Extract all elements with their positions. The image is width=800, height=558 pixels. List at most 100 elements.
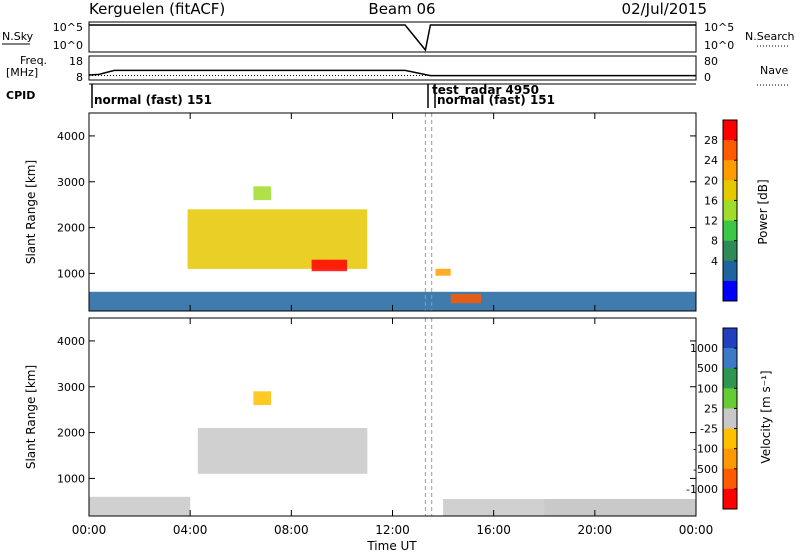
nave-tick-bottom: 0 xyxy=(704,71,711,84)
x-tick-label: 04:00 xyxy=(173,523,208,537)
velocity-echoes xyxy=(89,318,697,517)
velocity-cbar-tick-label: -1000 xyxy=(686,483,718,496)
cpid-segment-3: normal (fast) 151 xyxy=(437,93,555,107)
power-cbar-tick-label: 8 xyxy=(711,235,718,248)
velocity-ytick-label: 1000 xyxy=(57,472,85,485)
cpid-segment-2: test_radar 4950 xyxy=(432,83,539,98)
nsky-series xyxy=(89,24,696,52)
velocity-cbar-cell xyxy=(723,388,737,409)
power-echo-region xyxy=(311,259,347,272)
nsearch-label: N.Search xyxy=(745,30,795,43)
velocity-echo-region xyxy=(197,428,368,474)
nsearch-tick-top: 10^5 xyxy=(704,21,734,34)
nave-tick-top: 80 xyxy=(704,55,718,68)
velocity-ytick-label: 3000 xyxy=(57,381,85,394)
freq-label-2: [MHz] xyxy=(6,66,38,79)
power-cbar-cell xyxy=(723,260,737,282)
power-cbar-tick-label: 28 xyxy=(704,134,718,147)
power-cbar-tick-label: 4 xyxy=(711,255,718,268)
velocity-panel-frame xyxy=(88,317,697,517)
velocity-cbar-cell xyxy=(723,468,737,490)
velocity-cbar-cell xyxy=(723,448,737,470)
velocity-cbar-tick-label: -100 xyxy=(693,443,718,456)
nave-label: Nave xyxy=(760,64,788,77)
velocity-cbar-cell xyxy=(723,408,737,429)
x-tick-label: 00:00 xyxy=(679,523,714,537)
power-cbar-frame xyxy=(722,119,738,302)
velocity-cbar-cell xyxy=(723,428,737,450)
power-cbar-cell xyxy=(723,280,737,302)
power-echo-region xyxy=(253,186,272,201)
x-tick-label: 20:00 xyxy=(578,523,613,537)
power-cbar-cell xyxy=(723,120,737,141)
velocity-ytick-label: 4000 xyxy=(57,335,85,348)
velocity-y-ticks: 1000 2000 3000 4000 xyxy=(57,335,696,485)
power-colorbar: 28 24 20 16 12 8 4 xyxy=(704,119,738,302)
power-ytick-label: 3000 xyxy=(57,176,85,189)
velocity-cbar-cell xyxy=(723,488,737,510)
velocity-cbar-tick-label: 25 xyxy=(704,402,718,415)
velocity-cbar-frame xyxy=(722,327,738,510)
power-y-ticks: 1000 2000 3000 4000 xyxy=(57,130,696,280)
power-cbar-cell xyxy=(723,160,737,181)
velocity-echo-region xyxy=(89,496,191,517)
power-ytick-label: 1000 xyxy=(57,267,85,280)
x-tick-label: 00:00 xyxy=(72,523,107,537)
freq-tick-bottom: 8 xyxy=(76,71,83,84)
x-axis-ticks: 00:00 04:00 08:00 12:00 16:00 20:00 00:00 xyxy=(72,113,714,537)
x-tick-label: 16:00 xyxy=(476,523,511,537)
velocity-colorbar: 1000 500 100 25 -25 -100 -500 -1000 xyxy=(686,327,738,510)
freq-panel-frame xyxy=(88,55,697,81)
nsky-line xyxy=(89,24,696,52)
freq-line xyxy=(88,69,696,77)
power-echo-region xyxy=(187,209,368,269)
nsearch-tick-bottom: 10^0 xyxy=(704,39,734,52)
power-cbar-tick-label: 12 xyxy=(704,215,718,228)
velocity-cbar-tick-label: 100 xyxy=(697,382,718,395)
power-ytick-label: 4000 xyxy=(57,130,85,143)
beam-title: Beam 06 xyxy=(368,0,435,18)
power-cbar-tick-label: 24 xyxy=(704,154,718,167)
cpid-segment-1: normal (fast) 151 xyxy=(94,93,212,107)
velocity-cbar-label: Velocity [m s⁻¹] xyxy=(759,370,773,463)
power-cbar-cell xyxy=(723,140,737,161)
power-cbar-cell xyxy=(723,200,737,221)
velocity-cbar-tick-label: -500 xyxy=(693,463,718,476)
nsky-label: N.Sky xyxy=(2,30,34,43)
velocity-cbar-cell xyxy=(723,328,737,349)
freq-series xyxy=(88,69,696,77)
x-axis-label: Time UT xyxy=(366,539,417,553)
station-title: Kerguelen (fitACF) xyxy=(89,0,225,18)
freq-tick-top: 18 xyxy=(69,55,83,68)
power-cbar-cell xyxy=(723,220,737,242)
power-panel-frame xyxy=(88,112,697,312)
power-ylabel: Slant Range [km] xyxy=(24,160,38,264)
power-echo-region xyxy=(450,294,482,304)
nsky-tick-bottom: 10^0 xyxy=(53,39,83,52)
velocity-ylabel: Slant Range [km] xyxy=(24,365,38,469)
velocity-cbar-cell xyxy=(723,348,737,369)
date-title: 02/Jul/2015 xyxy=(622,0,707,18)
velocity-ytick-label: 2000 xyxy=(57,427,85,440)
power-echo-region xyxy=(89,291,696,312)
power-cbar-tick-label: 16 xyxy=(704,194,718,207)
power-cbar-label: Power [dB] xyxy=(756,179,770,244)
power-cbar-cell xyxy=(723,180,737,201)
power-echoes xyxy=(89,113,696,312)
nsky-panel-frame xyxy=(88,21,697,53)
power-echo-region xyxy=(435,268,451,276)
nsky-tick-top: 10^5 xyxy=(53,21,83,34)
velocity-cbar-cell xyxy=(723,368,737,389)
velocity-cbar-tick-label: 500 xyxy=(697,362,718,375)
velocity-echo-region xyxy=(544,499,697,516)
x-tick-label: 08:00 xyxy=(274,523,309,537)
velocity-echo-region xyxy=(253,391,272,406)
x-tick-label: 12:00 xyxy=(375,523,410,537)
power-cbar-tick-label: 20 xyxy=(704,174,718,187)
velocity-cbar-tick-label: -25 xyxy=(700,423,718,436)
power-ytick-label: 2000 xyxy=(57,222,85,235)
power-cbar-cell xyxy=(723,240,737,262)
velocity-cbar-tick-label: 1000 xyxy=(690,342,718,355)
